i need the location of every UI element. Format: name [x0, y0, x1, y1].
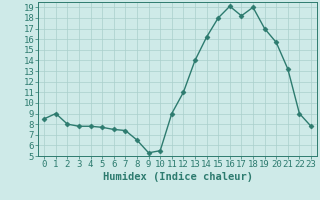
X-axis label: Humidex (Indice chaleur): Humidex (Indice chaleur) [103, 172, 252, 182]
